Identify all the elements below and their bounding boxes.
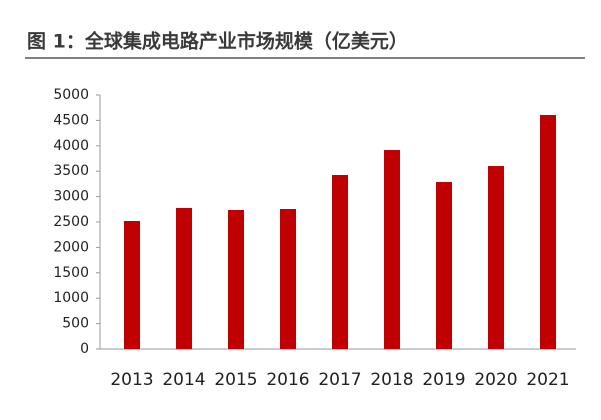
bar [176, 207, 192, 349]
bar [436, 182, 452, 349]
x-tick-label: 2020 [474, 370, 517, 390]
y-tick-label: 4000 [53, 138, 89, 154]
x-tick-label: 2017 [318, 370, 361, 390]
x-tick-label: 2015 [214, 370, 257, 390]
bar [228, 210, 244, 349]
x-tick-label: 2021 [526, 370, 569, 390]
y-tick-label: 500 [62, 316, 89, 332]
y-tick-label: 1000 [53, 290, 89, 306]
x-tick-label: 2013 [110, 370, 153, 390]
x-tick-label: 2018 [370, 370, 413, 390]
y-tick-label: 1500 [53, 265, 89, 281]
y-tick-label: 5000 [53, 87, 89, 103]
bar [332, 175, 348, 349]
bar [488, 166, 504, 349]
bar [124, 220, 140, 349]
y-tick-label: 0 [80, 341, 89, 357]
x-tick-label: 2014 [162, 370, 205, 390]
y-tick-label: 2500 [53, 214, 89, 230]
bar [384, 150, 400, 349]
y-tick-label: 3000 [53, 189, 89, 205]
bar [280, 208, 296, 349]
y-tick-label: 3500 [53, 163, 89, 179]
y-tick-label: 2000 [53, 239, 89, 255]
chart-title: 图 1：全球集成电路产业市场规模（亿美元） [27, 30, 408, 53]
bar [540, 115, 556, 349]
x-tick-label: 2016 [266, 370, 309, 390]
y-tick-label: 4500 [53, 112, 89, 128]
x-tick-label: 2019 [422, 370, 465, 390]
